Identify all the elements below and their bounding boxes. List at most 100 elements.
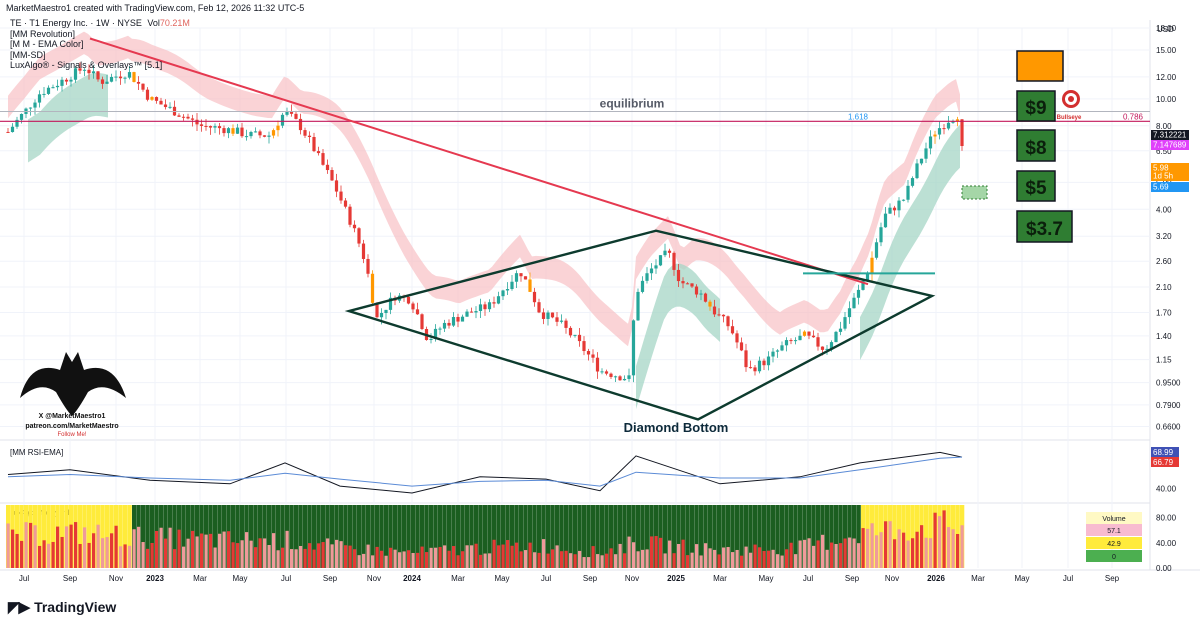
flux-bar: [326, 538, 330, 568]
candle-body: [127, 72, 132, 78]
flux-bar: [461, 551, 465, 568]
flux-background: [708, 505, 713, 568]
indicator-2[interactable]: [M M - EMA Color]: [10, 39, 84, 49]
flux-bar: [231, 542, 235, 568]
candle-body: [33, 102, 37, 108]
flux-background: [496, 505, 501, 568]
candle-body: [204, 125, 208, 127]
flux-bar: [56, 526, 60, 568]
flux-background: [807, 505, 812, 568]
price-axis-label-text: 5.69: [1153, 183, 1169, 192]
candle-body: [586, 351, 591, 355]
indicator-3[interactable]: [MM-SD]: [10, 49, 46, 60]
flux-bar: [285, 530, 289, 568]
flux-bar: [812, 545, 816, 568]
flux-bar: [753, 544, 757, 568]
candle-body: [357, 228, 361, 244]
flux-level-label: 57.1: [1107, 528, 1121, 535]
flux-background: [604, 505, 609, 568]
flux-bar: [380, 550, 384, 568]
money-flux-tick: 0.00: [1156, 564, 1172, 573]
money-flux-tick: 80.00: [1156, 514, 1177, 523]
flux-background: [699, 505, 704, 568]
flux-background: [591, 505, 596, 568]
rsi-axis-label-text: 66.79: [1153, 458, 1174, 467]
flux-background: [793, 505, 798, 568]
candle-body: [42, 93, 46, 95]
symbol-line[interactable]: TE · T1 Energy Inc. · 1W · NYSE Vol70.21…: [10, 18, 190, 28]
candle-body: [721, 314, 726, 317]
candle-body: [303, 130, 307, 136]
flux-background: [505, 505, 510, 568]
currency-label[interactable]: USD: [1157, 25, 1174, 34]
orange-box: [1016, 50, 1064, 82]
candles: [6, 62, 964, 383]
candle-body: [708, 301, 712, 307]
flux-bar: [236, 543, 240, 568]
candle-body: [735, 333, 739, 343]
flux-bar: [794, 554, 798, 568]
flux-background: [694, 505, 699, 568]
flux-background: [847, 505, 852, 568]
flux-background: [123, 505, 128, 568]
flux-background: [586, 505, 591, 568]
flux-bar: [357, 555, 361, 568]
flux-bar: [789, 542, 793, 568]
candle-body: [226, 128, 231, 134]
tradingview-logo[interactable]: ◤▶ TradingView: [8, 598, 116, 616]
candle-body: [60, 79, 64, 86]
flux-bar: [213, 547, 217, 568]
candle-body: [312, 137, 316, 152]
flux-bar: [821, 534, 825, 568]
price-tick-label: 6.50: [1156, 147, 1172, 156]
flux-background: [172, 505, 177, 568]
flux-background: [519, 505, 524, 568]
candle-body: [213, 126, 217, 128]
candle-body: [555, 317, 559, 322]
flux-bar: [191, 530, 195, 568]
candle-body: [244, 136, 249, 138]
time-tick-label: Sep: [845, 574, 860, 583]
candle-body: [883, 213, 888, 228]
flux-background: [357, 505, 362, 568]
flux-bar: [290, 549, 294, 568]
price-tick-label: 10.00: [1156, 95, 1177, 104]
candle-body: [861, 280, 865, 290]
price-tick-label: 1.70: [1156, 308, 1172, 317]
candle-body: [420, 314, 424, 329]
flux-bar: [807, 538, 811, 568]
candle-body: [694, 286, 699, 295]
flux-bar: [443, 545, 447, 568]
candle-body: [339, 191, 343, 201]
flux-bar: [501, 544, 505, 568]
flux-bar: [668, 540, 672, 568]
candle-body: [802, 331, 807, 336]
candle-body: [780, 345, 784, 351]
price-tick-label: 8.00: [1156, 122, 1172, 131]
candle-body: [10, 126, 15, 133]
flux-level-1: 57.1: [1086, 524, 1142, 536]
time-tick-label: Mar: [193, 574, 207, 583]
candle-body: [532, 291, 537, 303]
indicator-1[interactable]: [MM Revolution]: [10, 28, 76, 39]
candle-body: [474, 311, 478, 313]
target-box-1: $8: [1016, 129, 1056, 162]
flux-background: [928, 505, 933, 568]
price-tick-label: 2.10: [1156, 283, 1172, 292]
flux-bar: [105, 537, 109, 568]
time-tick-label: Sep: [63, 574, 78, 583]
flux-background: [568, 505, 573, 568]
indicator-4[interactable]: LuxAlgo® - Signals & Overlays™ [5.1]: [10, 60, 163, 70]
candle-body: [343, 200, 348, 207]
candle-body: [910, 178, 915, 186]
target-label: $9: [1025, 98, 1046, 119]
candle-body: [370, 273, 375, 303]
flux-background: [258, 505, 263, 568]
flux-bar: [227, 531, 231, 568]
candle-body: [649, 268, 654, 274]
flux-bar: [663, 553, 667, 568]
flux-background: [51, 505, 56, 568]
flux-bar: [659, 537, 663, 568]
